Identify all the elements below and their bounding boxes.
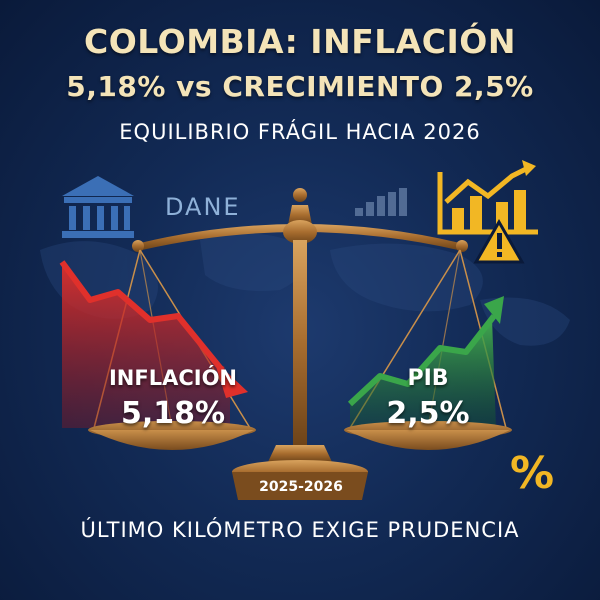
gdp-value: 2,5% — [386, 396, 470, 431]
footer-message: ÚLTIMO KILÓMETRO EXIGE PRUDENCIA — [80, 518, 520, 542]
gdp-rising-trend-icon — [347, 296, 504, 428]
dane-logo: DANE — [165, 193, 241, 221]
left-pan — [88, 421, 256, 450]
inflation-label: INFLACIÓN — [108, 366, 238, 390]
bank-building-icon — [62, 176, 134, 238]
page-subtitle: EQUILIBRIO FRÁGIL HACIA 2026 — [119, 120, 481, 144]
page-title: COLOMBIA: INFLACIÓN — [84, 22, 516, 61]
inflation-value: 5,18% — [120, 396, 226, 431]
rising-chart-warning-icon — [437, 160, 538, 264]
gdp-label: PIB — [407, 366, 449, 391]
percent-icon: % — [510, 448, 555, 499]
right-pan — [344, 421, 512, 450]
balance-scale — [93, 188, 507, 500]
bar-chart-icon — [355, 188, 407, 216]
scale-base-period: 2025-2026 — [259, 479, 343, 495]
page-title-figures: 5,18% vs CRECIMIENTO 2,5% — [66, 70, 534, 103]
inflation-falling-trend-icon — [59, 260, 248, 428]
